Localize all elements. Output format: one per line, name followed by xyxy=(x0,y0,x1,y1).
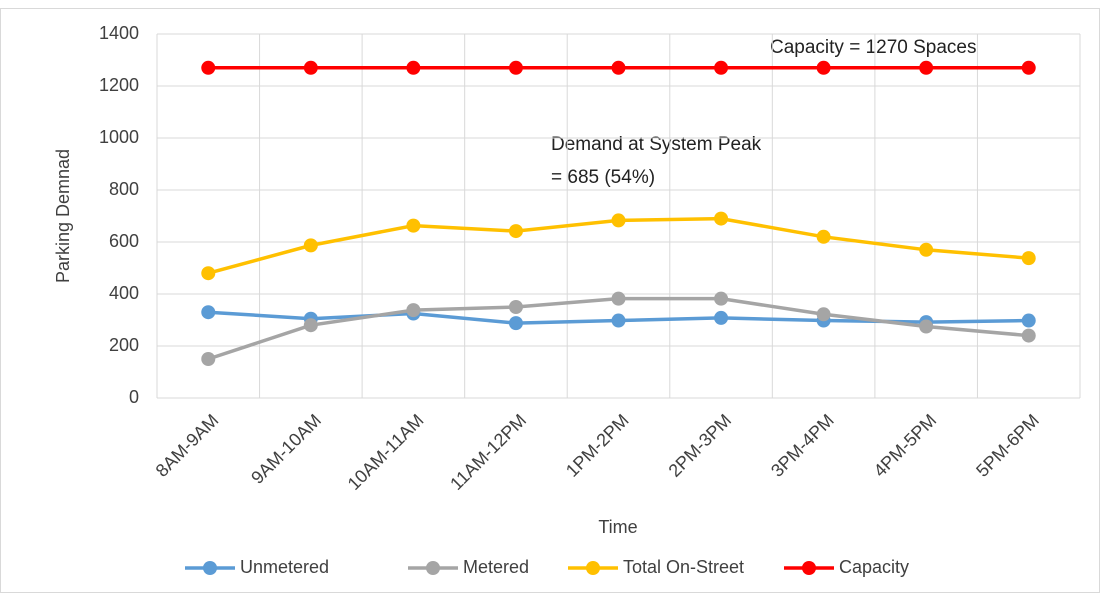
x-tick-label: 8AM-9AM xyxy=(152,410,223,481)
x-tick-label: 10AM-11AM xyxy=(344,410,428,494)
legend-label: Total On-Street xyxy=(623,557,744,577)
point xyxy=(303,60,318,75)
x-axis-label: Time xyxy=(598,517,637,537)
point xyxy=(611,291,626,306)
annotation: Capacity = 1270 Spaces xyxy=(770,37,977,58)
point xyxy=(508,316,523,331)
point xyxy=(1021,328,1036,343)
legend-marker xyxy=(802,561,816,575)
point xyxy=(1021,251,1036,266)
x-tick-label: 1PM-2PM xyxy=(562,410,633,481)
series-line xyxy=(207,296,1029,361)
point xyxy=(508,224,523,239)
point xyxy=(201,352,216,366)
chart-border xyxy=(0,8,1100,593)
y-tick-label: 400 xyxy=(109,283,139,303)
point xyxy=(201,60,216,75)
x-tick-label: 4PM-5PM xyxy=(870,410,941,481)
point xyxy=(1021,313,1036,328)
point xyxy=(714,291,729,306)
point xyxy=(714,310,729,325)
point xyxy=(611,213,626,228)
legend-label: Metered xyxy=(463,557,529,577)
x-tick-label: 2PM-3PM xyxy=(665,410,736,481)
point xyxy=(406,60,421,75)
y-tick-label: 0 xyxy=(129,387,139,407)
legend-marker xyxy=(203,561,217,575)
point xyxy=(406,218,421,233)
point xyxy=(201,305,216,320)
point xyxy=(611,313,626,328)
y-tick-label: 1400 xyxy=(99,23,139,43)
legend-label: Unmetered xyxy=(240,557,329,577)
point xyxy=(816,229,831,244)
x-tick-label: 5PM-6PM xyxy=(972,410,1043,481)
point xyxy=(714,60,729,75)
y-tick-label: 800 xyxy=(109,179,139,199)
y-axis-label: Parking Demnad xyxy=(53,149,73,283)
y-tick-label: 600 xyxy=(109,231,139,251)
point xyxy=(919,242,934,257)
annotation: = 685 (54%) xyxy=(551,167,655,188)
point xyxy=(201,266,216,281)
x-tick-label: 3PM-4PM xyxy=(767,410,838,481)
point xyxy=(508,300,523,314)
legend-marker xyxy=(426,561,440,575)
point xyxy=(303,238,318,253)
legend-marker xyxy=(586,561,600,575)
point xyxy=(406,303,421,318)
point xyxy=(1021,60,1036,75)
point xyxy=(611,60,626,75)
legend-label: Capacity xyxy=(839,557,909,577)
point xyxy=(714,211,729,226)
point xyxy=(816,60,831,75)
y-tick-label: 1200 xyxy=(99,75,139,95)
annotation: Demand at System Peak xyxy=(551,134,762,155)
point xyxy=(303,318,318,333)
point xyxy=(816,307,831,322)
x-tick-label: 11AM-12PM xyxy=(446,410,530,494)
y-tick-label: 1000 xyxy=(99,127,139,147)
x-tick-label: 9AM-10AM xyxy=(247,410,325,488)
point xyxy=(508,60,523,75)
point xyxy=(919,60,934,75)
point xyxy=(919,319,934,334)
y-tick-label: 200 xyxy=(109,335,139,355)
